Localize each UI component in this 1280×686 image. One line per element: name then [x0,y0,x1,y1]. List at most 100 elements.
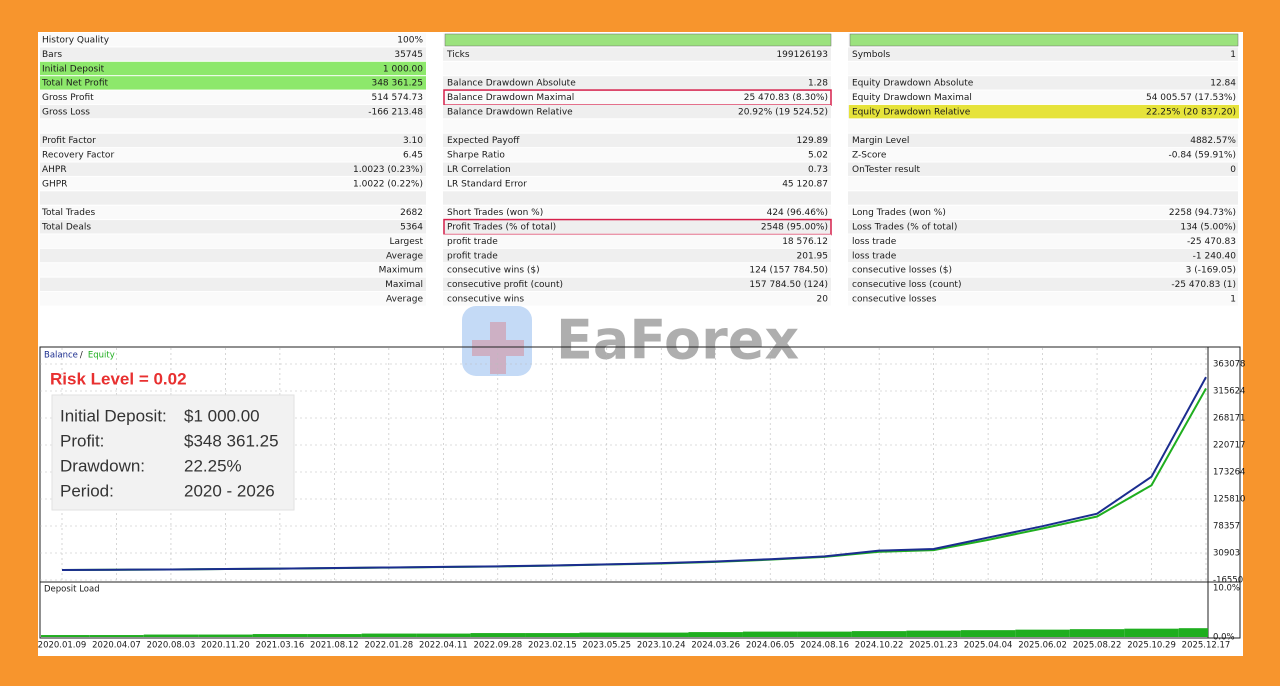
row-value: -0.84 (59.91%) [1169,151,1237,161]
load-bar [41,635,90,637]
row-label: Loss Trades (% of total) [852,223,957,233]
row-value: 348 361.25 [371,79,423,89]
row-bg [40,220,426,234]
row-bg [40,277,426,292]
row-value: 22.25% (20 837.20) [1146,107,1236,117]
logo [462,306,532,376]
row-bg [848,76,1238,90]
risk-level: Risk Level = 0.02 [50,369,187,388]
row-value: 124 (157 784.50) [749,266,828,276]
row-label: Equity Drawdown Maximal [852,93,972,103]
row-value: 1 [1230,50,1236,60]
row-bg [443,76,831,90]
row-label: Total Net Profit [41,79,108,89]
load-title: Deposit Load [44,585,100,595]
x-tick-label: 2025.08.22 [1073,641,1122,651]
row-label: Total Trades [41,208,96,218]
row-bg [848,133,1238,148]
row-bg [443,47,831,61]
row-label: Gross Profit [42,93,94,103]
watermark: EaForex [556,309,799,372]
row-bg [848,292,1238,306]
row-value: 6.45 [403,151,423,161]
row-value: Largest [389,237,423,247]
highlight [849,104,1239,119]
row-bg [40,148,426,162]
row-label: Gross Loss [42,107,90,117]
row-label: Long Trades (won %) [852,208,946,218]
row-value: 129.89 [797,136,829,146]
x-tick-label: 2024.08.16 [800,641,849,651]
row-label: Total Deals [41,223,91,233]
load-bar [1124,628,1179,637]
row-value: 1 [1230,295,1236,305]
y-tick-label: -16550 [1213,576,1243,586]
x-tick-label: 2023.05.25 [582,641,631,651]
row-bg [443,104,831,119]
row-value: -25 470.83 [1187,237,1236,247]
row-label: Balance Drawdown Maximal [447,93,574,103]
row-bg [40,248,426,263]
row-value: 100% [397,36,423,46]
row-bg [40,47,426,61]
row-label: Profit Factor [42,136,96,146]
row-label: consecutive loss (count) [852,280,961,290]
x-tick-label: 2023.10.24 [637,641,686,651]
row-value: 4882.57% [1190,136,1236,146]
row-value: 12.84 [1210,79,1236,89]
row-bg [848,90,1238,104]
row-label: profit trade [447,251,498,261]
row-label: Sharpe Ratio [447,151,505,161]
row-label: loss trade [852,251,897,261]
row-bg [443,133,831,148]
y-tick-label: 315624 [1213,387,1245,397]
row-value: 514 574.73 [371,93,423,103]
row-value: 134 (5.00%) [1180,223,1236,233]
x-tick-label: 2020.01.09 [38,641,87,651]
y-tick-label: 363078 [1213,360,1245,370]
info-value: 2020 - 2026 [184,481,275,500]
x-tick-label: 2025.10.29 [1127,641,1176,651]
row-value: -25 470.83 (1) [1171,280,1236,290]
x-tick-label: 2020.11.20 [201,641,250,651]
x-tick-label: 2020.04.07 [92,641,141,651]
row-value: 5.02 [808,151,828,161]
row-value: 35745 [394,50,423,60]
row-value: 199126193 [776,50,828,60]
row-bg [848,47,1238,61]
row-label: Equity Drawdown Absolute [852,79,974,89]
info-label: Period: [60,481,114,500]
row-label: Equity Drawdown Relative [852,107,971,117]
load-bar [198,634,253,637]
load-bar [906,630,961,637]
row-label: Recovery Factor [42,151,114,161]
row-bg [40,191,426,205]
row-value: 1 000.00 [383,64,423,74]
quality-bar [444,33,832,47]
row-label: Short Trades (won %) [447,208,543,218]
row-label: Expected Payoff [447,136,520,146]
info-label: Initial Deposit: [60,406,167,425]
load-bar [1069,629,1125,637]
row-bg [443,277,831,292]
x-tick-label: 2025.12.17 [1182,641,1231,651]
legend-entry: Equity [88,351,115,361]
row-label: LR Correlation [447,165,511,175]
load-bar [252,634,308,637]
load-bar [960,630,1016,637]
x-tick-label: 2021.08.12 [310,641,359,651]
row-value: 424 (96.46%) [767,208,828,218]
load-bar [851,631,907,637]
row-label: Initial Deposit [42,64,105,74]
info-box [51,394,295,511]
y-tick-label: 173264 [1213,468,1245,478]
row-bg [848,205,1238,220]
row-label: Z-Score [852,151,887,161]
row-bg [40,76,426,90]
x-tick-label: 2025.06.02 [1018,641,1067,651]
y-tick-label: 220717 [1213,441,1245,451]
row-label: Balance Drawdown Relative [447,107,573,117]
x-tick-label: 2024.06.05 [746,641,795,651]
row-bg [848,234,1238,248]
